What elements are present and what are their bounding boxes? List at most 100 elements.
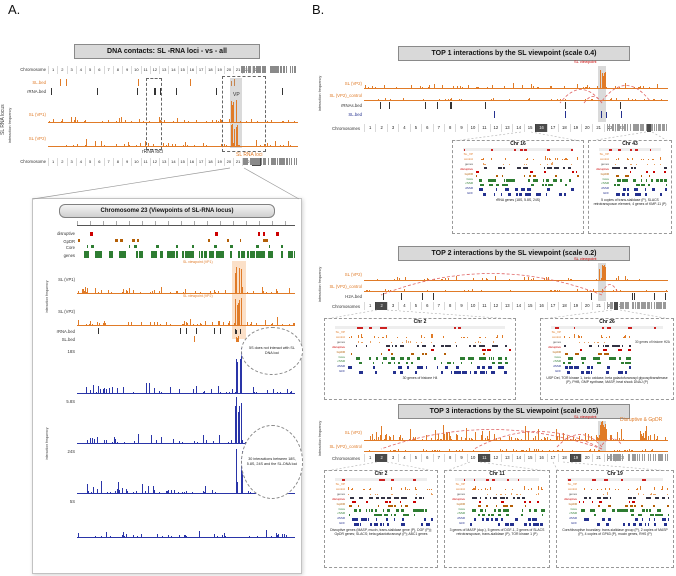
section1-track3-label: rRNAs.bed xyxy=(340,103,362,108)
detail-box-title: Chr 26 xyxy=(599,319,615,325)
genes-track xyxy=(77,250,295,258)
zoom-yaxis-label: interaction frequency xyxy=(45,280,49,314)
sl-vp2-label: SL (VP2) xyxy=(28,136,46,141)
detail-box-track-labels: SL_VP control genes disruptive GpDR Core cSSR d… xyxy=(452,482,465,526)
detail-box-tracks xyxy=(563,330,633,375)
chromosome-ideogram xyxy=(463,148,573,151)
section3-chromosome-ticks xyxy=(606,454,668,461)
chromosome-ideogram xyxy=(455,478,539,481)
dashed-region-box-1 xyxy=(146,78,162,150)
detail-box-track-labels: SL_VP control genes disruptive GpDR Core cSSR d… xyxy=(548,330,561,374)
chromosome-axis-label-bottom: Chromosome xyxy=(20,159,46,164)
zoom-rrna-bed-label: rRNA.bed xyxy=(56,329,75,334)
zoom-rrna-bed-track xyxy=(77,328,295,334)
panel-a-title: DNA contacts: SL -RNA loci - vs - all xyxy=(74,44,260,59)
detail-box-tracks xyxy=(467,482,547,527)
section2-chromosome-axis: 1234567891011121314151617181920212223 xyxy=(364,302,624,310)
section2-viewpoint-label: SL viewpoint xyxy=(574,256,597,261)
section3-track2-label: SL (VP2)_control xyxy=(329,444,362,449)
rrna-bed-track xyxy=(48,88,298,95)
chromosome-axis-label-top: Chromosome xyxy=(20,67,46,72)
zoom-sl-bed-label: SL.bed xyxy=(61,337,75,342)
section3-title: TOP 3 interactions by the SL viewpoint (… xyxy=(398,404,630,419)
detail-box-caption: 3 genes of MASP (dup.), 5 genes of DGF-1… xyxy=(449,528,545,537)
detail-box-tracks xyxy=(475,152,581,197)
disruptive-track xyxy=(77,231,295,236)
section2-chromosomes-label: Chromosomes xyxy=(332,304,360,309)
zoom-sl-vp1-label: SL (VP1) xyxy=(58,277,75,282)
detail-box-chr19: Chr 19 SL_VP control genes disruptive GpDR Co… xyxy=(556,470,674,568)
genes-track-label: genes xyxy=(63,253,75,258)
detail-box-body: SL_VP control genes disruptive GpDR Core cSSR d… xyxy=(327,482,435,527)
track-5s-label: 5S xyxy=(69,499,75,504)
chromosome-ideogram xyxy=(335,326,505,329)
detail-box-title: Chr 2 xyxy=(374,471,388,477)
section2-track1 xyxy=(364,264,668,281)
chromosome23-zoom-panel: Chromosome 23 (Viewpoints of SL-RNA locu… xyxy=(32,198,303,574)
section3-right-label: Disruptive & GpDR xyxy=(620,417,663,423)
section1-track4-label: SL.bed xyxy=(348,112,362,117)
vp-label: VP xyxy=(233,92,240,98)
detail-box-track-labels: SL_VP control genes disruptive GpDR Core cSSR d… xyxy=(332,482,345,526)
detail-box-track-labels: SL_VP control genes disruptive GpDR Core cSSR d… xyxy=(596,152,609,196)
chromosome-ticks-top xyxy=(240,66,298,73)
section1-chromosome-axis: 1234567891011121314151617181920212223 xyxy=(364,124,624,132)
section3-chromosome-axis: 1234567891011121314151617181920212223 xyxy=(364,454,624,462)
zoom-sl-vp2-label: SL (VP2) xyxy=(58,309,75,314)
section1-track1 xyxy=(364,70,668,89)
detail-box-track-labels: SL_VP control genes disruptive GpDR Core cSSR d… xyxy=(564,482,577,526)
rrna-loci-label: rRNA loci xyxy=(142,149,163,155)
section3-track2 xyxy=(364,442,668,452)
chromosome-axis-top: 1234567891011121314151617181920212223 xyxy=(48,66,259,74)
section2-track3-label: H2A.bed xyxy=(345,294,362,299)
dashed-region-box-2 xyxy=(222,76,266,152)
zoom-funnel-lines xyxy=(32,167,300,200)
section2-title: TOP 2 interactions by the SL viewpoint (… xyxy=(398,246,630,261)
detail-box-chr16: Chr 16 SL_VP control genes disruptive GpDR Co… xyxy=(452,140,584,234)
section1-track2 xyxy=(364,91,668,101)
detail-box-body: SL_VP control genes disruptive GpDR Core cSSR d… xyxy=(591,152,669,197)
section1-track3 xyxy=(364,102,668,109)
section1-track4 xyxy=(364,111,668,118)
detail-box-chr26: Chr 26 30 genes of histone H2A SL_VP cont… xyxy=(540,318,674,400)
chromosome-ideogram xyxy=(335,478,427,481)
detail-box-caption: 30 genes of histone H4 xyxy=(402,376,438,380)
section3-track1-label: SL (VP2) xyxy=(344,430,362,435)
chromosome-ideogram xyxy=(599,148,661,151)
detail-box-tracks xyxy=(611,152,669,197)
panel-a-section-vertical-label: SL RNA locus xyxy=(0,104,6,136)
section1-track1-label: SL (VP2) xyxy=(344,81,362,86)
detail-box-tracks xyxy=(347,482,435,527)
detail-box-caption: rRNA genes (18S, 5.8S, 24S) xyxy=(495,198,541,202)
sl-vp2-track xyxy=(48,124,298,147)
detail-box-body: SL_VP control genes disruptive GpDR Core cSSR d… xyxy=(447,482,547,527)
detail-box-caption: 5 copies of trans-sialidase (P), SLACS r… xyxy=(593,198,667,207)
zoom-sl-vp1-track xyxy=(77,265,295,294)
section1-title: TOP 1 interactions by the SL viewpoint (… xyxy=(398,46,630,61)
detail-box-chr11: Chr 11 SL_VP control genes disruptive GpDR Co… xyxy=(444,470,550,568)
core-track xyxy=(77,244,295,248)
detail-box-chr43: Chr 43 SL_VP control genes disruptive GpDR Co… xyxy=(588,140,672,234)
detail-box-body: SL_VP control genes disruptive GpDR Core cSSR d… xyxy=(455,152,581,197)
section1-viewpoint-label: SL viewpoint xyxy=(574,59,597,64)
annotation-30-interactions: 30 interactions between 18S, 5.8S, 24S a… xyxy=(241,425,303,499)
detail-box-body: SL_VP control genes disruptive GpDR Core cSSR d… xyxy=(543,330,633,375)
detail-box-title: Chr 19 xyxy=(607,471,623,477)
panel-a-label: A. xyxy=(8,2,21,17)
zoom-sl-vp2-track xyxy=(77,297,295,326)
chromosome-axis-bottom: 1234567891011121314151617181920212223 xyxy=(48,158,261,166)
section1-chr43-marker xyxy=(647,124,651,132)
detail-box-track-labels: SL_VP control genes disruptive GpDR Core cSSR d… xyxy=(332,330,345,374)
track-24s-label: 24S xyxy=(67,449,75,454)
section2-track2 xyxy=(364,282,668,292)
panel-a-yaxis-label: interaction frequency xyxy=(8,107,12,143)
vp1-callout: SL viewpoint (VP1) xyxy=(183,260,213,264)
detail-box-chr2-s3: Chr 2 SL_VP control genes disruptive GpDR Cor… xyxy=(324,470,438,568)
section2-track1-label: SL (VP2) xyxy=(344,272,362,277)
sl-vp1-track xyxy=(48,100,298,123)
detail-box-caption: Core/disruptive boundary: trans-sialidas… xyxy=(562,528,668,537)
detail-box-title: Chr 16 xyxy=(510,141,526,147)
section2-track3 xyxy=(364,293,668,300)
section1-track2-label: SL (VP2)_control xyxy=(329,93,362,98)
